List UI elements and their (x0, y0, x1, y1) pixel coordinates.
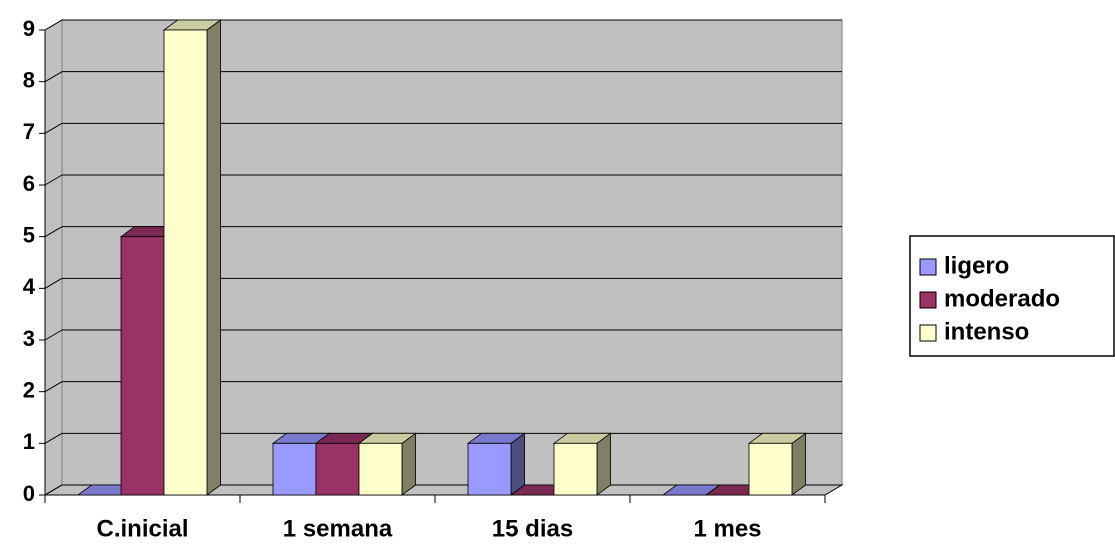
legend-swatch (919, 291, 937, 309)
y-tick-label: 4 (23, 274, 36, 299)
grid-line-side (44, 226, 63, 238)
grid-line-side (44, 122, 63, 134)
bar-side (401, 432, 417, 496)
x-tick-label: 1 semana (283, 515, 393, 542)
grid-line-side (44, 484, 63, 496)
bar (315, 442, 360, 496)
y-tick-label: 5 (23, 222, 35, 247)
legend-swatch (919, 324, 937, 342)
y-tick-label: 2 (23, 377, 35, 402)
x-tick-label: C.inicial (96, 515, 188, 542)
legend-box (909, 235, 1115, 357)
grid-line-side (44, 277, 63, 289)
x-tick-label: 1 mes (693, 515, 761, 542)
bar (467, 442, 512, 496)
bar-side (510, 432, 525, 496)
bar (748, 442, 793, 496)
grid-line-side (44, 71, 63, 83)
y-tick-label: 7 (23, 119, 35, 144)
y-tick-label: 9 (23, 16, 35, 41)
legend-label: intenso (944, 318, 1029, 345)
x-tick-label: 15 dias (492, 515, 573, 542)
grid-line-side (44, 381, 63, 393)
bar (358, 442, 403, 496)
legend-label: ligero (944, 252, 1009, 279)
bar (553, 442, 598, 496)
y-tick-label: 8 (23, 67, 35, 92)
side-wall (44, 19, 63, 496)
bar (163, 29, 208, 496)
y-tick-label: 6 (23, 171, 35, 196)
y-tick-label: 3 (23, 326, 35, 351)
bar (120, 236, 165, 496)
y-tick-label: 0 (23, 481, 35, 506)
grid-line-side (44, 174, 63, 186)
legend-label: moderado (944, 285, 1060, 312)
bar (272, 442, 317, 496)
grid-line-side (44, 329, 63, 341)
y-tick-label: 1 (23, 429, 35, 454)
bar-side (596, 432, 611, 496)
grid-line-side (44, 19, 63, 31)
legend-swatch (919, 258, 937, 276)
bar-side (206, 19, 222, 496)
grid-line-side (44, 432, 63, 444)
bar-side (791, 432, 806, 496)
